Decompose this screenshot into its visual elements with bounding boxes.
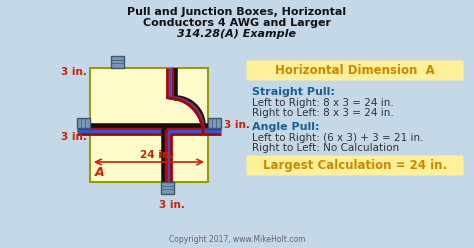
Bar <box>90 68 208 182</box>
Text: Left to Right: (6 x 3) + 3 = 21 in.: Left to Right: (6 x 3) + 3 = 21 in. <box>252 133 423 143</box>
Bar <box>208 118 221 128</box>
FancyBboxPatch shape <box>246 61 464 81</box>
Text: 3 in.: 3 in. <box>159 200 185 210</box>
Text: Conductors 4 AWG and Larger: Conductors 4 AWG and Larger <box>143 18 331 28</box>
Text: Horizontal Dimension  A: Horizontal Dimension A <box>275 64 435 77</box>
Bar <box>162 182 174 194</box>
Text: Angle Pull:: Angle Pull: <box>252 122 319 132</box>
Text: A: A <box>95 166 105 179</box>
Text: 3 in.: 3 in. <box>61 132 87 142</box>
Text: Largest Calculation = 24 in.: Largest Calculation = 24 in. <box>263 159 447 172</box>
Text: 3 in.: 3 in. <box>61 67 87 77</box>
Text: 314.28(A) Example: 314.28(A) Example <box>177 29 297 39</box>
Text: 3 in.: 3 in. <box>224 120 250 130</box>
Bar <box>111 56 125 68</box>
Bar <box>77 118 90 128</box>
Text: Straight Pull:: Straight Pull: <box>252 87 335 97</box>
Text: 24 in.: 24 in. <box>140 150 173 160</box>
Text: Right to Left: No Calculation: Right to Left: No Calculation <box>252 143 399 153</box>
Text: Right to Left: 8 x 3 = 24 in.: Right to Left: 8 x 3 = 24 in. <box>252 108 394 118</box>
FancyBboxPatch shape <box>246 155 464 176</box>
Text: Copyright 2017, www.MikeHolt.com: Copyright 2017, www.MikeHolt.com <box>169 235 305 244</box>
Text: Pull and Junction Boxes, Horizontal: Pull and Junction Boxes, Horizontal <box>128 7 346 17</box>
Text: Left to Right: 8 x 3 = 24 in.: Left to Right: 8 x 3 = 24 in. <box>252 98 394 108</box>
